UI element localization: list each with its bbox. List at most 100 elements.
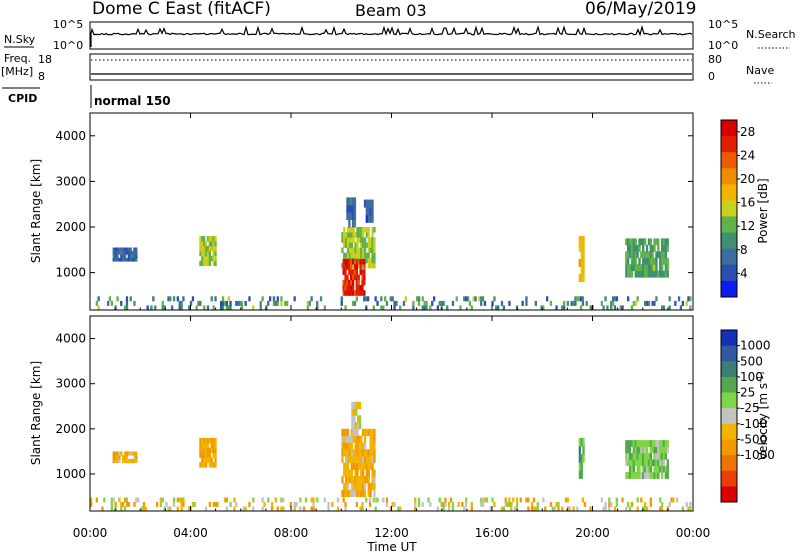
heatmap-cell <box>638 270 641 278</box>
heatmap-cell <box>357 285 360 291</box>
heatmap-cell <box>534 506 537 512</box>
heatmap-cell <box>201 447 204 453</box>
heatmap-cell <box>382 497 385 503</box>
heatmap-cell <box>662 305 666 311</box>
heatmap-cell <box>201 241 204 247</box>
heatmap-cell <box>627 257 630 265</box>
heatmap-cell <box>662 270 666 278</box>
heatmap-cell <box>161 497 164 503</box>
beam-title: Beam 03 <box>355 1 427 20</box>
heatmap-cell <box>125 451 129 456</box>
heatmap-cell <box>367 476 370 484</box>
heatmap-cell <box>640 446 643 454</box>
heatmap-cell <box>382 305 385 311</box>
heatmap-cell <box>125 497 129 503</box>
heatmap-cell <box>348 212 351 220</box>
heatmap-cell <box>361 274 364 281</box>
heatmap-cell <box>581 497 585 503</box>
heatmap-cell <box>365 296 368 302</box>
heatmap-cell <box>353 269 357 275</box>
heatmap-cell <box>371 449 374 457</box>
heatmap-cell <box>180 506 183 512</box>
heatmap-cell <box>351 258 355 265</box>
heatmap-cell <box>341 455 344 464</box>
heatmap-cell <box>127 250 130 255</box>
colorbar-tick-label: -100 <box>740 417 767 431</box>
heatmap-cell <box>579 296 583 302</box>
heatmap-cell <box>659 497 662 503</box>
power-ylabel: Slant Range [km] <box>29 159 43 263</box>
heatmap-cell <box>345 462 348 470</box>
heatmap-cell <box>367 227 370 233</box>
heatmap-cell <box>351 285 355 291</box>
heatmap-cell <box>344 258 347 265</box>
heatmap-cell <box>369 483 372 491</box>
heatmap-cell <box>634 257 637 265</box>
heatmap-cell <box>341 489 344 497</box>
heatmap-cell <box>638 465 641 473</box>
heatmap-cell <box>551 506 554 512</box>
heatmap-cell <box>341 247 344 253</box>
heatmap-cell <box>438 300 441 306</box>
heatmap-cell <box>223 497 227 503</box>
heatmap-cell <box>497 305 500 311</box>
heatmap-cell <box>342 258 345 265</box>
heatmap-cell <box>465 497 468 503</box>
heatmap-cell <box>580 266 583 275</box>
heatmap-cell <box>555 305 558 311</box>
heatmap-cell <box>470 305 473 311</box>
heatmap-cell <box>491 497 494 503</box>
heatmap-cell <box>344 506 347 512</box>
heatmap-cell <box>203 457 206 463</box>
heatmap-cell <box>391 296 394 302</box>
heatmap-cell <box>350 279 353 286</box>
heatmap-cell <box>351 204 355 213</box>
heatmap-cell <box>233 497 236 503</box>
heatmap-cell <box>343 252 346 259</box>
heatmap-cell <box>356 227 359 233</box>
heatmap-cell <box>362 227 365 233</box>
heatmap-cell <box>414 506 417 512</box>
heatmap-cell <box>687 506 690 512</box>
heatmap-cell <box>286 300 289 306</box>
heatmap-cell <box>638 244 641 252</box>
heatmap-cell <box>203 260 206 267</box>
heatmap-cell <box>362 232 365 238</box>
colorbar-swatch <box>721 470 737 487</box>
heatmap-cell <box>112 458 115 464</box>
heatmap-cell <box>642 472 645 479</box>
heatmap-cell <box>645 257 649 265</box>
heatmap-cell <box>225 300 228 306</box>
heatmap-cell <box>608 497 611 503</box>
heatmap-cell <box>371 207 374 216</box>
heatmap-cell <box>150 305 153 311</box>
colorbar-frame <box>720 119 738 298</box>
heatmap-cell <box>122 247 125 252</box>
heatmap-cell <box>362 469 365 477</box>
heatmap-cell <box>197 300 200 306</box>
heatmap-cell <box>114 254 117 259</box>
x-tick-label: 08:00 <box>274 526 309 540</box>
heatmap-cell <box>662 440 666 447</box>
heatmap-cell <box>438 497 441 503</box>
heatmap-cell <box>578 446 581 455</box>
heatmap-cell <box>642 257 645 265</box>
heatmap-cell <box>203 241 206 247</box>
heatmap-cell <box>465 502 468 507</box>
heatmap-cell <box>657 270 660 278</box>
heatmap-cell <box>457 502 460 507</box>
heatmap-cell <box>203 452 206 458</box>
heatmap-cell <box>342 497 345 503</box>
heatmap-cell <box>352 435 355 443</box>
heatmap-cell <box>133 451 136 456</box>
heatmap-cell <box>361 502 364 507</box>
heatmap-cell <box>564 497 568 503</box>
heatmap-cell <box>114 257 117 262</box>
heatmap-cell <box>125 455 129 460</box>
heatmap-cell <box>191 296 195 302</box>
heatmap-cell <box>210 457 213 463</box>
heatmap-cell <box>585 300 588 306</box>
heatmap-cell <box>645 506 649 512</box>
heatmap-cell <box>651 264 654 272</box>
heatmap-cell <box>365 449 368 457</box>
